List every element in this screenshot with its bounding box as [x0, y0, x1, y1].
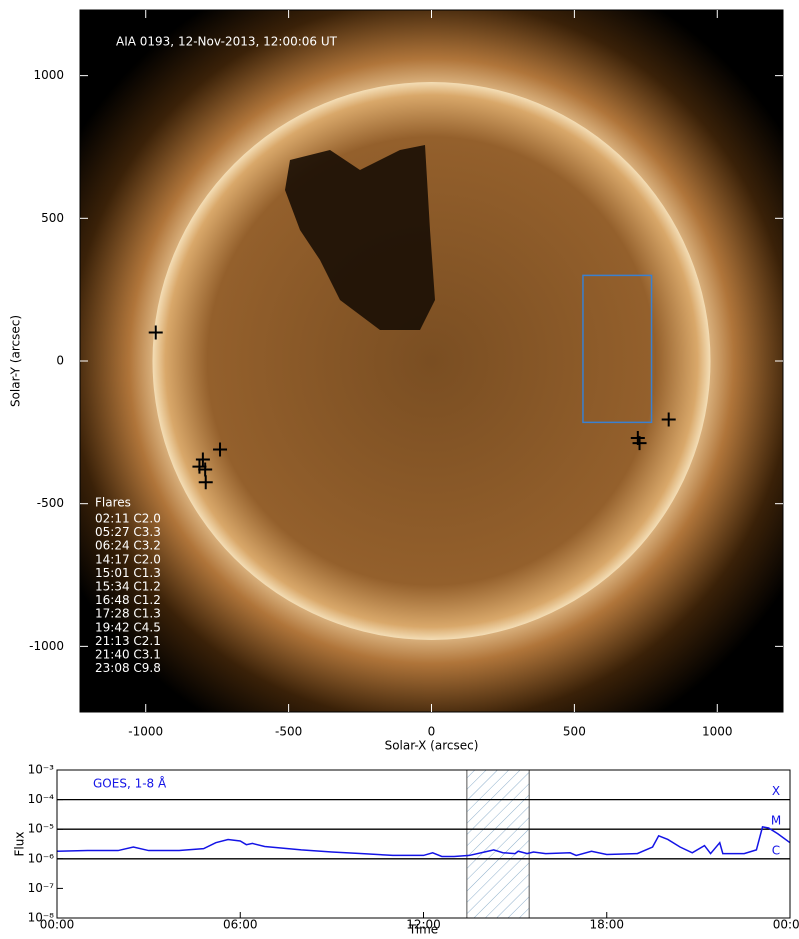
flare-marker: [632, 436, 647, 451]
flare-list-item: 06:24 C3.2: [95, 539, 161, 553]
flare-list-item: 15:34 C1.2: [95, 580, 161, 594]
y-tick-label: 1000: [33, 68, 64, 82]
flare-list-item: 23:08 C9.8: [95, 661, 161, 675]
flare-list-item: 21:40 C3.1: [95, 648, 161, 662]
x-tick-label: -500: [275, 725, 302, 739]
y-tick-label: -500: [37, 496, 64, 510]
x-axis-label: Time: [408, 923, 438, 937]
solar-disk: [152, 82, 711, 640]
class-level-label: C: [772, 843, 780, 857]
flare-list-item: 15:01 C1.3: [95, 566, 161, 580]
y-axis-label: Flux: [13, 832, 27, 857]
highlight-window: [466, 769, 530, 919]
annotation: GOES, 1-8 Å: [93, 776, 167, 791]
y-tick-label: 10⁻³: [28, 763, 55, 777]
region-box: [582, 274, 653, 424]
x-tick-label: 12:00: [406, 918, 441, 932]
plot-frame: [56, 769, 791, 919]
y-tick-label: 0: [56, 354, 64, 368]
y-tick-label: 10⁻⁴: [28, 792, 55, 806]
flare-marker: [661, 412, 676, 427]
x-tick-label: 0: [428, 725, 436, 739]
coronal-hole: [285, 145, 435, 330]
flare-list-item: 02:11 C2.0: [95, 512, 161, 526]
y-tick-label: 10⁻⁷: [28, 881, 55, 895]
flare-list-item: 21:13 C2.1: [95, 634, 161, 648]
solar-image: [80, 10, 783, 712]
y-axis-label: Solar-Y (arcsec): [9, 315, 23, 407]
flare-list-item: 14:17 C2.0: [95, 552, 161, 566]
flare-list-title: Flares: [95, 496, 131, 510]
y-tick-label: 500: [41, 211, 64, 225]
x-axis-label: Solar-X (arcsec): [385, 739, 479, 753]
x-tick-label: 00:00: [40, 918, 75, 932]
x-tick-label: 500: [563, 725, 586, 739]
flare-marker: [195, 452, 210, 467]
flare-marker: [148, 325, 163, 340]
flare-marker: [192, 459, 207, 474]
flare-list-item: 17:28 C1.3: [95, 607, 161, 621]
x-tick-label: 06:00: [223, 918, 258, 932]
y-tick-label: 10⁻⁶: [28, 851, 55, 865]
plot-layer: -1000 -500 0 500 1000 -1000 -500 0 500 1000 Solar-…: [9, 9, 799, 937]
flare-list-item: 19:42 C4.5: [95, 620, 161, 634]
image-title: AIA 0193, 12-Nov-2013, 12:00:06 UT: [116, 35, 338, 49]
x-tick-label: 00:00: [773, 918, 799, 932]
flare-list-item: 16:48 C1.2: [95, 593, 161, 607]
flare-list-item: 05:27 C3.3: [95, 525, 161, 539]
flare-marker: [198, 475, 213, 490]
x-tick-label: 1000: [702, 725, 733, 739]
flare-marker: [198, 462, 213, 477]
x-tick-label: -1000: [128, 725, 163, 739]
flare-marker: [213, 442, 228, 457]
y-tick-label: 10⁻⁸: [28, 911, 55, 925]
x-tick-label: 18:00: [589, 918, 624, 932]
class-level-label: X: [772, 784, 780, 798]
y-tick-label: -1000: [29, 639, 64, 653]
class-level-label: M: [771, 814, 781, 828]
y-tick-label: 10⁻⁵: [28, 822, 55, 836]
flux-line: [56, 825, 791, 858]
